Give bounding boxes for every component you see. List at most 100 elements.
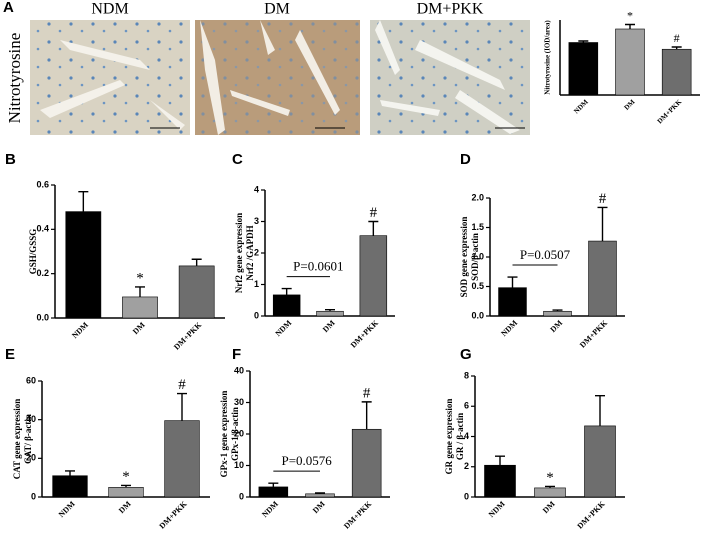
y-tick-label: 1.0 [471,251,484,261]
panel-label: C [232,151,243,168]
bar [351,428,382,498]
y-tick-label: 4 [254,184,259,194]
error-bar [595,394,605,426]
bar [65,211,102,319]
x-tick-label: DM+PKK [157,499,189,531]
bar [661,48,692,96]
significance-mark: * [627,8,633,22]
significance-mark: * [136,270,144,286]
bar [108,487,144,498]
x-tick-label: DM+PKK [172,320,204,352]
image-label: NDM [91,1,128,18]
y-tick-label: 3 [254,216,259,226]
error-bar [135,286,145,297]
p-value: P=0.0601 [293,259,343,274]
y-tick-label: 0.6 [36,179,49,189]
panel-label: G [460,346,472,363]
error-bar [121,484,131,488]
y-axis-label: Nrf2 /GAPDH [245,225,255,280]
error-bar [671,46,682,50]
error-bar [361,401,372,430]
y-axis-label: GPx-1 gene expression [219,391,229,478]
error-bar [268,482,279,487]
y-tick-label: 0 [31,491,36,501]
x-tick-label: DM [131,320,147,336]
bar [359,235,388,317]
y-axis-label: Nitrotyrosine (IOD/area) [544,20,552,95]
panel-label: D [460,151,471,168]
image-label: DM+PKK [417,1,484,18]
y-axis-label: Nrf2 gene expression [234,213,244,293]
y-tick-label: 0 [239,491,244,501]
bar [534,487,566,498]
significance-mark: * [546,470,554,486]
significance-mark: # [370,205,378,221]
y-tick-label: 0.0 [471,310,484,320]
panel-label: F [232,346,241,363]
micrograph [30,20,190,135]
bar [498,287,527,317]
x-tick-label: DM+PKK [342,499,374,531]
significance-mark: # [363,385,371,401]
y-axis-label: GPx-1/β-actin [230,407,240,461]
image-label: DM [264,1,290,18]
error-bar [545,485,555,488]
y-axis-label: SOD/β-actin [470,233,480,281]
bar [584,425,616,498]
bar [122,296,158,319]
x-tick-label: DM+PKK [349,318,381,350]
bar [588,240,617,317]
x-tick-label: NDM [499,318,519,338]
x-tick-label: DM [541,499,557,515]
y-tick-label: 2 [254,247,259,257]
error-bar [495,455,505,466]
panel-label: A [3,0,14,16]
x-tick-label: NDM [273,318,293,338]
y-tick-label: 0 [254,310,259,320]
significance-mark: # [178,377,186,393]
x-tick-label: DM [548,318,564,334]
x-tick-label: DM+PKK [575,499,607,531]
significance-mark: # [674,31,680,45]
x-tick-label: DM [623,98,637,112]
y-axis-label: CAT/ β-actin [23,414,33,464]
x-tick-label: NDM [57,499,77,519]
bar [615,28,645,96]
y-tick-label: 60 [26,375,36,385]
bar [258,486,289,498]
bar [484,464,516,498]
y-tick-label: 6 [464,401,469,411]
bar [543,310,572,317]
bar [305,493,335,498]
y-tick-label: 20 [26,453,36,463]
y-tick-label: 0 [464,491,469,501]
bar [164,420,200,498]
x-tick-label: DM+PKK [578,318,610,350]
error-bar [325,309,335,312]
x-tick-label: DM [117,499,133,515]
y-tick-label: 0.2 [36,268,49,278]
y-axis-label: GSH/GSSG [28,229,38,275]
error-bar [177,392,187,421]
y-tick-label: 40 [26,414,36,424]
y-tick-label: 10 [234,460,244,470]
y-tick-label: 4 [464,431,469,441]
p-value: P=0.0507 [520,247,571,262]
bar [272,294,301,317]
x-tick-label: NDM [487,499,507,519]
x-tick-label: DM+PKK [656,98,684,126]
x-tick-label: NDM [260,499,280,519]
y-axis-label: CAT gene expression [12,399,22,480]
bar [568,42,599,96]
y-tick-label: 20 [234,428,244,438]
y-axis-label: GR gene expression [444,399,454,475]
panel-label: E [5,346,15,363]
y-tick-label: 1.5 [471,222,484,232]
error-bar [65,470,75,476]
error-bar [507,276,518,288]
x-tick-label: DM [311,499,327,515]
y-tick-label: 1 [254,279,259,289]
y-axis-label: GR / β-actin [455,413,465,460]
bar [52,475,88,498]
error-bar [597,206,608,242]
